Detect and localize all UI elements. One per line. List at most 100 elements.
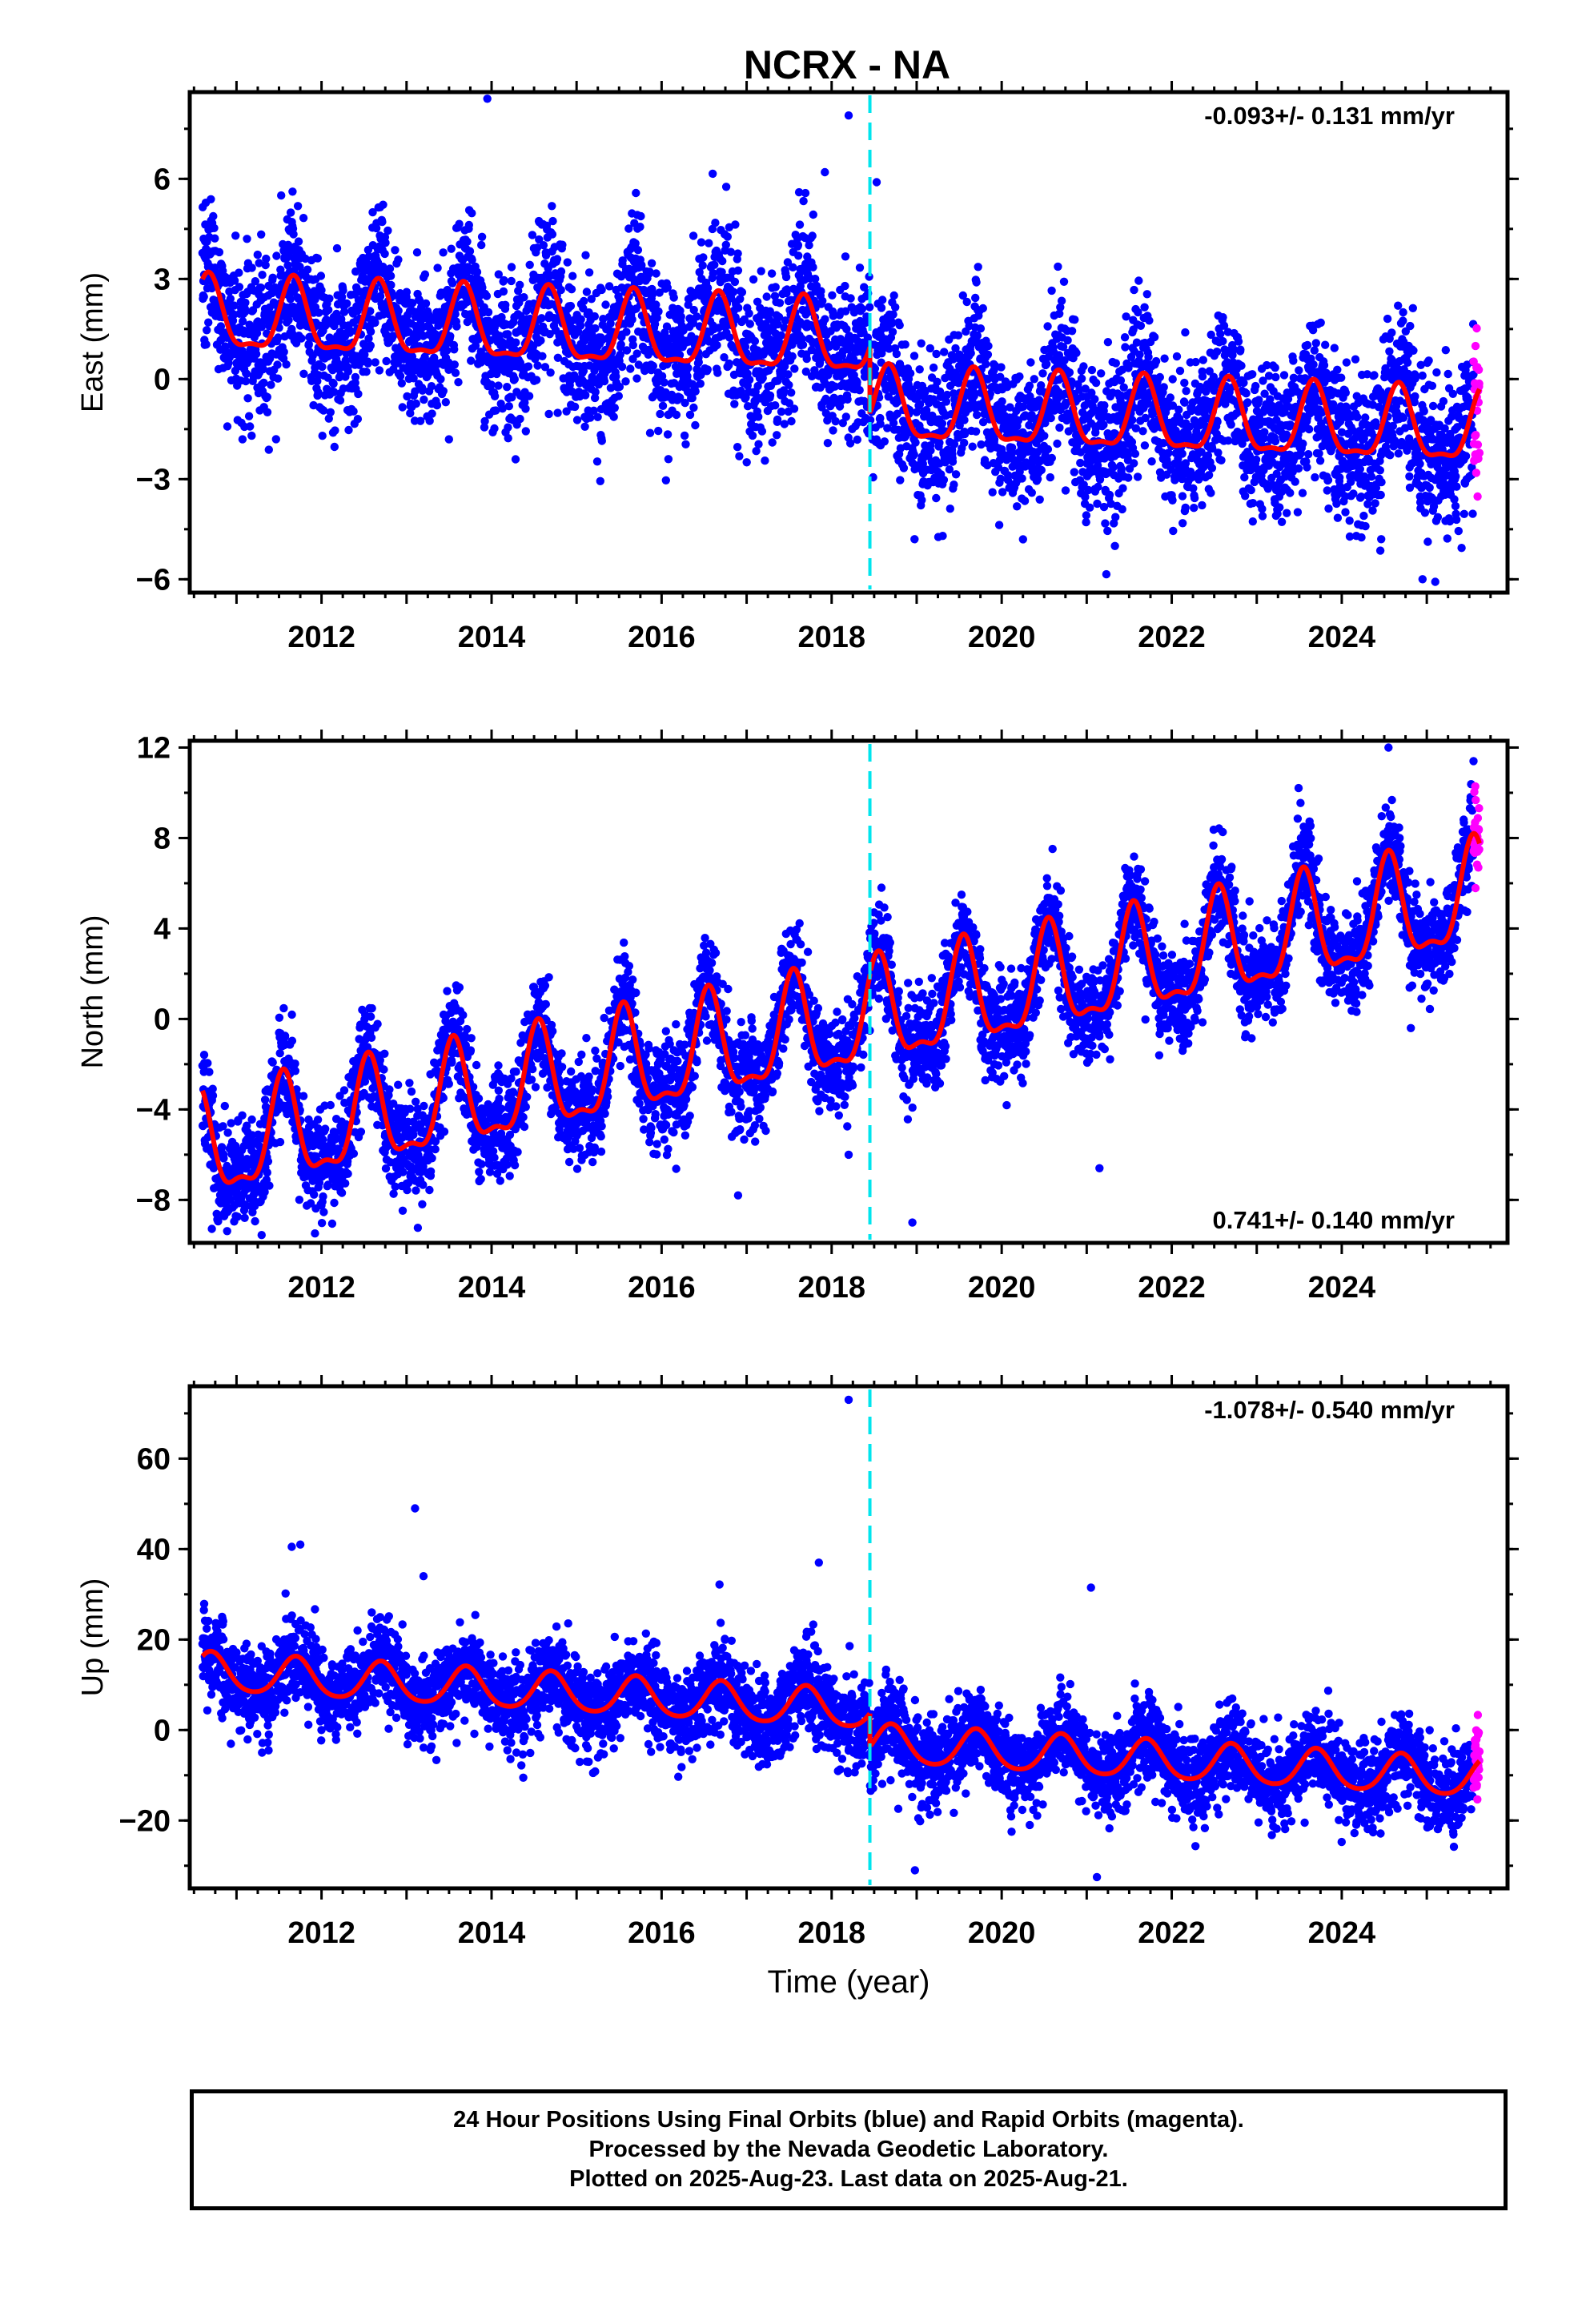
final-orbit-point — [337, 292, 347, 301]
final-orbit-point — [420, 270, 430, 279]
final-orbit-point — [622, 328, 631, 336]
final-orbit-point — [230, 276, 239, 285]
final-orbit-point — [1311, 472, 1319, 482]
final-orbit-point — [230, 301, 239, 310]
final-orbit-point — [1189, 484, 1198, 493]
final-orbit-point — [717, 267, 726, 276]
final-orbit-point — [464, 220, 473, 230]
final-orbit-point — [303, 265, 312, 274]
final-orbit-point — [648, 290, 657, 299]
final-orbit-point — [703, 365, 712, 374]
final-orbit-point — [592, 457, 602, 466]
final-orbit-point — [655, 288, 664, 297]
final-orbit-point — [1251, 455, 1261, 464]
final-orbit-point — [427, 382, 436, 391]
final-orbit-point — [548, 202, 556, 211]
final-orbit-point — [235, 268, 243, 277]
final-orbit-point — [1351, 355, 1360, 364]
final-orbit-point — [938, 532, 947, 541]
final-orbit-point — [524, 392, 534, 400]
final-orbit-point — [789, 404, 799, 413]
final-orbit-point — [978, 304, 988, 313]
final-orbit-point — [1293, 508, 1303, 517]
final-orbit-point — [709, 269, 717, 278]
final-orbit-point — [1047, 453, 1057, 463]
final-orbit-point — [938, 419, 947, 428]
final-orbit-point — [677, 312, 685, 321]
final-orbit-point — [421, 299, 431, 308]
final-orbit-point — [723, 232, 732, 241]
final-orbit-point — [1102, 569, 1111, 579]
final-orbit-point — [1151, 356, 1161, 366]
final-orbit-point — [841, 412, 851, 421]
final-orbit-point — [977, 440, 986, 449]
final-orbit-point — [1150, 332, 1159, 342]
final-orbit-point — [971, 427, 981, 436]
final-orbit-point — [1217, 456, 1226, 464]
final-orbit-point — [1038, 369, 1047, 378]
final-orbit-point — [721, 240, 730, 249]
final-orbit-point — [742, 458, 751, 467]
final-orbit-point — [1042, 360, 1051, 368]
final-orbit-point — [1403, 358, 1412, 367]
final-orbit-point — [294, 237, 303, 246]
final-orbit-point — [241, 376, 251, 386]
final-orbit-point — [412, 248, 422, 257]
final-orbit-point — [691, 387, 700, 396]
final-orbit-point — [1258, 512, 1267, 521]
final-orbit-point — [843, 395, 852, 404]
final-orbit-point — [326, 408, 335, 416]
final-orbit-point — [487, 380, 496, 389]
final-orbit-point — [1405, 472, 1414, 481]
final-orbit-point — [1371, 499, 1379, 508]
final-orbit-point — [328, 366, 337, 375]
final-orbit-point — [828, 291, 837, 300]
final-orbit-point — [880, 437, 889, 446]
final-orbit-point — [507, 276, 516, 286]
final-orbit-point — [1323, 476, 1333, 485]
final-orbit-point — [767, 269, 777, 278]
final-orbit-point — [647, 259, 656, 267]
final-orbit-point — [697, 238, 706, 247]
final-orbit-point — [504, 402, 513, 411]
final-orbit-point — [207, 195, 215, 203]
final-orbit-point — [1025, 381, 1034, 390]
final-orbit-point — [538, 352, 547, 360]
final-orbit-point — [1027, 489, 1037, 497]
final-orbit-point — [540, 363, 550, 372]
final-orbit-point — [745, 309, 753, 318]
final-orbit-point — [1178, 492, 1187, 501]
final-orbit-point — [477, 240, 486, 250]
final-orbit-point — [730, 400, 739, 408]
final-orbit-point — [396, 289, 404, 298]
final-orbit-point — [983, 350, 993, 359]
final-orbit-point — [1199, 356, 1208, 364]
final-orbit-point — [865, 303, 874, 312]
final-orbit-point — [788, 352, 797, 361]
final-orbit-point — [765, 391, 775, 400]
final-orbit-point — [335, 396, 345, 405]
final-orbit-point — [1172, 352, 1182, 361]
final-orbit-point — [1357, 533, 1366, 542]
final-orbit-point — [436, 375, 445, 384]
final-orbit-point — [580, 296, 588, 306]
final-orbit-point — [994, 521, 1004, 529]
final-orbit-point — [497, 312, 506, 322]
final-orbit-point — [494, 381, 503, 390]
final-orbit-point — [681, 440, 690, 448]
final-orbit-point — [795, 220, 805, 229]
final-orbit-point — [1134, 276, 1143, 285]
final-orbit-point — [600, 376, 609, 386]
final-orbit-point — [215, 247, 224, 257]
final-orbit-point — [346, 326, 355, 335]
final-orbit-point — [853, 435, 862, 444]
final-orbit-point — [1207, 464, 1217, 472]
final-orbit-point — [1043, 444, 1053, 454]
final-orbit-point — [484, 308, 493, 317]
final-orbit-point — [1304, 424, 1314, 434]
final-orbit-point — [734, 304, 743, 312]
final-orbit-point — [273, 360, 282, 369]
final-orbit-point — [615, 382, 624, 392]
final-orbit-point — [1316, 318, 1325, 328]
final-orbit-point — [1406, 321, 1415, 331]
